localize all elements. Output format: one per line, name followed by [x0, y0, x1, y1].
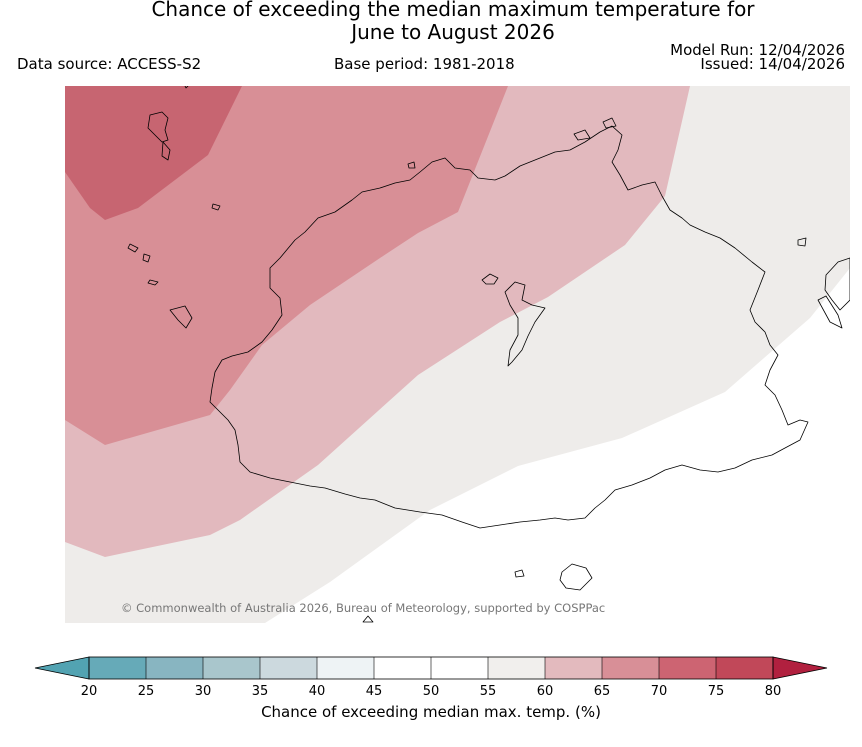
- islet-13: [824, 257, 850, 311]
- colorbar-tick-label: 55: [480, 684, 497, 699]
- colorbar-cell: [602, 657, 660, 679]
- islet-10: [407, 161, 416, 169]
- colorbar-cell: [317, 657, 375, 679]
- colorbar-tick-label: 20: [81, 684, 98, 699]
- colorbar-cell: [260, 657, 318, 679]
- probability-zones: [65, 86, 850, 623]
- zone-75-80: [65, 86, 242, 220]
- islet-1: [147, 111, 169, 143]
- copyright-notice: © Commonwealth of Australia 2026, Bureau…: [121, 601, 606, 615]
- data-source-label: Data source: ACCESS-S2: [17, 55, 202, 73]
- islet-12: [797, 237, 807, 247]
- islet-14: [817, 295, 843, 329]
- main-island-coastline: [209, 125, 809, 529]
- colorbar-tick-label: 30: [195, 684, 212, 699]
- islet-6: [169, 305, 193, 329]
- title-line-1: Chance of exceeding the median maximum t…: [151, 0, 755, 21]
- islet-7: [211, 203, 221, 211]
- coastlines: [127, 86, 850, 623]
- colorbar-cell: [488, 657, 546, 679]
- colorbar-cell: [146, 657, 204, 679]
- colorbar-low-extension: [34, 656, 90, 680]
- islet-3: [127, 243, 139, 253]
- forecast-map: [65, 86, 850, 623]
- colorbar-cell: [89, 657, 147, 679]
- colorbar-cell: [716, 657, 774, 679]
- title-line-2: June to August 2026: [351, 20, 555, 44]
- colorbar-tick-label: 45: [366, 684, 383, 699]
- colorbar-cell: [203, 657, 261, 679]
- colorbar-tick-label: 65: [594, 684, 611, 699]
- colorbar-tick-label: 50: [423, 684, 440, 699]
- colorbar-ticks: 20 25 30 35 40 45 50 55 60 65 70 75 80: [81, 657, 782, 699]
- islet-15: [514, 569, 525, 578]
- chart-title: Chance of exceeding the median maximum t…: [0, 0, 862, 44]
- islet-8: [573, 129, 591, 141]
- colorbar-high-extension: [772, 656, 828, 680]
- islet-2: [161, 141, 171, 161]
- colorbar-cell: [431, 657, 489, 679]
- colorbar-cell: [374, 657, 432, 679]
- islet-16: [559, 563, 593, 591]
- colorbar-tick-label: 25: [138, 684, 155, 699]
- inner-island-coastline: [504, 281, 546, 367]
- islet-5: [147, 279, 159, 286]
- islet-11: [481, 273, 499, 285]
- colorbar-tick-label: 80: [765, 684, 782, 699]
- colorbar-tick-label: 60: [537, 684, 554, 699]
- colorbar-tick-label: 75: [708, 684, 725, 699]
- islet-18: [184, 86, 189, 89]
- colorbar-label: Chance of exceeding median max. temp. (%…: [261, 703, 601, 721]
- islet-9: [602, 117, 617, 129]
- islet-17: [362, 615, 374, 623]
- colorbar-cells: [89, 657, 774, 679]
- colorbar-tick-label: 70: [651, 684, 668, 699]
- base-period-label: Base period: 1981-2018: [334, 55, 515, 73]
- colorbar-tick-label: 40: [309, 684, 326, 699]
- colorbar-legend: 20 25 30 35 40 45 50 55 60 65 70 75 80: [34, 656, 828, 699]
- model-run-label: Model Run: 12/04/2026: [670, 41, 845, 59]
- colorbar-cell: [659, 657, 717, 679]
- colorbar-cell: [545, 657, 603, 679]
- colorbar-tick-label: 35: [252, 684, 269, 699]
- issued-label: Issued: 14/04/2026: [700, 55, 845, 73]
- islet-4: [142, 253, 151, 263]
